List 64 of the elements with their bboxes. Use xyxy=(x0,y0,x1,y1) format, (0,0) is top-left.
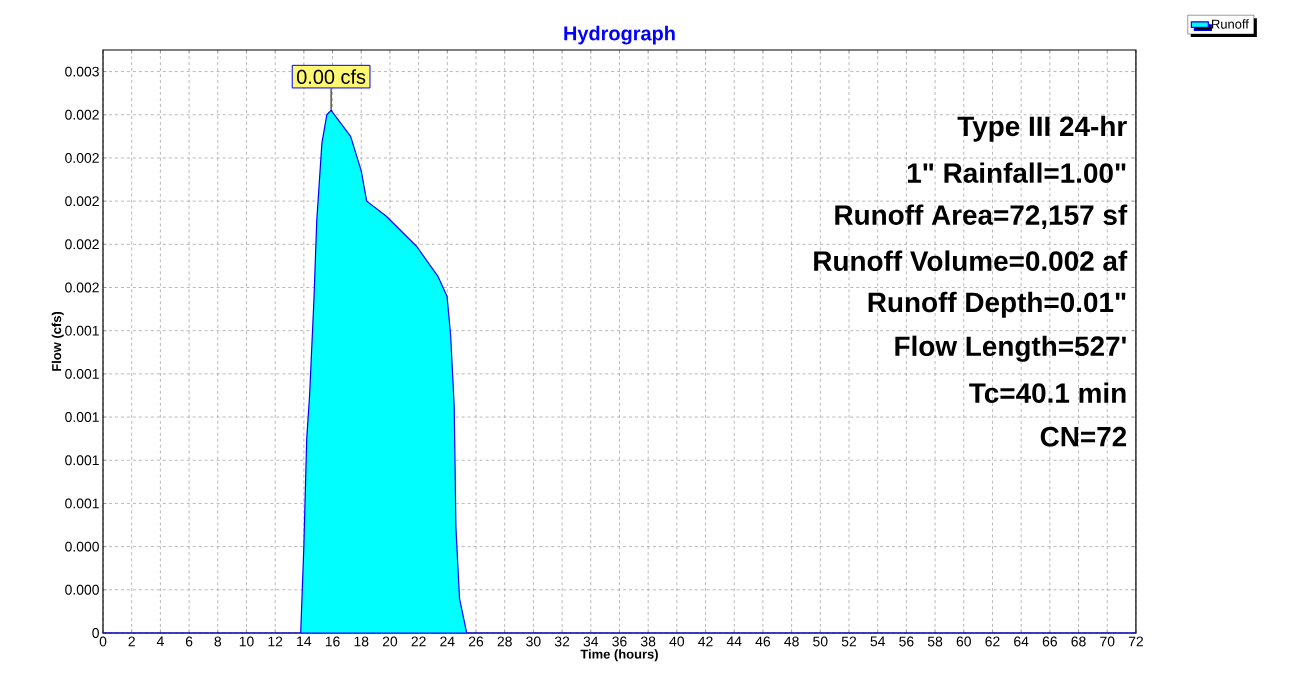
x-tick-label: 60 xyxy=(956,636,971,647)
x-tick-label: 8 xyxy=(214,636,222,647)
x-tick-label: 62 xyxy=(985,636,1000,647)
x-tick-label: 58 xyxy=(927,636,943,647)
annotation: Runoff Volume=0.002 af xyxy=(814,250,1128,271)
y-axis-title: Flow (cfs) xyxy=(51,311,64,371)
x-tick-label: 24 xyxy=(440,636,455,647)
x-tick-label: 66 xyxy=(1042,636,1057,647)
x-tick-label: 40 xyxy=(669,636,685,647)
x-tick-label: 18 xyxy=(354,636,369,647)
x-tick-label: 30 xyxy=(526,636,541,647)
x-tick-label: 26 xyxy=(468,636,484,647)
y-tick-label: 0.001 xyxy=(65,412,99,422)
annotation: 0.00 cfs xyxy=(297,69,366,84)
x-tick-label: 32 xyxy=(554,636,570,647)
y-tick-label: 0.002 xyxy=(65,239,99,250)
x-tick-label: 38 xyxy=(640,636,656,647)
annotation: Tc=40.1 min xyxy=(969,382,1126,403)
x-tick-label: 34 xyxy=(583,636,599,647)
x-tick-label: 52 xyxy=(841,636,857,647)
y-tick-label: 0.003 xyxy=(65,66,99,77)
annotation: CN=72 xyxy=(1040,426,1127,447)
x-tick-label: 12 xyxy=(268,636,283,647)
y-tick-label: 0.002 xyxy=(65,109,99,120)
x-tick-label: 68 xyxy=(1071,636,1086,647)
y-tick-label: 0.001 xyxy=(65,455,99,466)
x-tick-label: 64 xyxy=(1014,636,1029,647)
y-tick-label: 0.000 xyxy=(65,584,99,595)
x-tick-label: 22 xyxy=(411,636,426,647)
x-tick-label: 56 xyxy=(899,636,914,647)
x-tick-label: 14 xyxy=(297,636,312,647)
x-tick-label: 2 xyxy=(128,636,135,647)
x-tick-label: 6 xyxy=(185,636,193,647)
x-tick-label: 70 xyxy=(1100,636,1115,647)
annotation: Runoff Depth=0.01" xyxy=(868,291,1126,318)
legend-label: Runoff xyxy=(1212,19,1249,29)
x-tick-label: 16 xyxy=(325,636,340,647)
y-tick-label: 0.000 xyxy=(65,541,99,552)
x-tick-label: 28 xyxy=(497,636,512,647)
x-tick-label: 50 xyxy=(813,636,828,647)
x-tick-label: 42 xyxy=(698,636,713,647)
annotation: Type III 24-hr xyxy=(957,115,1127,142)
y-tick-label: 0 xyxy=(92,628,99,638)
x-tick-label: 20 xyxy=(382,636,398,647)
chart-title: Hydrograph xyxy=(564,25,675,45)
x-tick-label: 48 xyxy=(784,636,799,647)
x-tick-label: 10 xyxy=(239,636,254,647)
y-tick-label: 0.001 xyxy=(65,368,99,379)
annotation: Runoff Area=72,157 sf xyxy=(835,204,1128,229)
x-tick-label: 0 xyxy=(99,636,107,647)
annotation: Flow Length=527' xyxy=(895,335,1126,362)
x-tick-label: 36 xyxy=(612,636,627,647)
annotation: 1" Rainfall=1.00" xyxy=(907,162,1126,183)
x-tick-label: 46 xyxy=(755,636,771,647)
y-tick-label: 0.001 xyxy=(65,498,99,509)
x-tick-label: 44 xyxy=(726,636,742,647)
y-tick-label: 0.002 xyxy=(65,153,99,163)
y-tick-label: 0.002 xyxy=(65,196,99,207)
x-tick-label: 72 xyxy=(1128,636,1143,647)
y-tick-label: 0.001 xyxy=(65,325,99,336)
x-tick-label: 4 xyxy=(156,636,164,647)
x-axis-title: Time (hours) xyxy=(580,649,658,662)
y-tick-label: 0.002 xyxy=(65,282,99,293)
x-tick-label: 54 xyxy=(870,636,886,647)
